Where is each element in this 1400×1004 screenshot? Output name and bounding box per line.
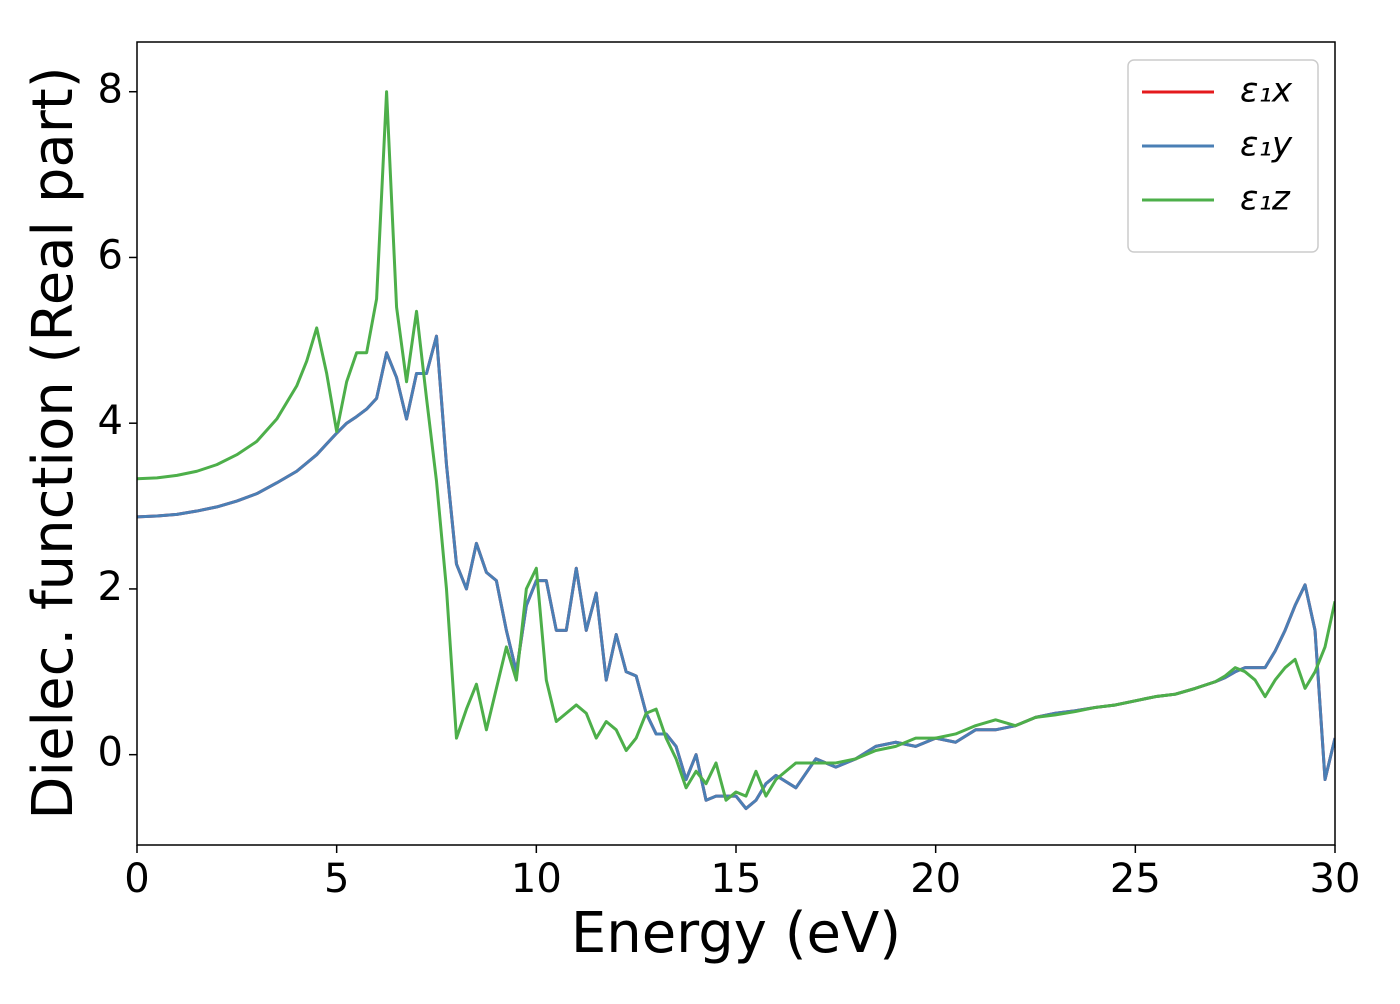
y-tick-label: 6 (98, 232, 123, 278)
x-tick-label: 5 (324, 856, 349, 902)
x-tick-label: 0 (124, 856, 149, 902)
y-axis-label: Dielec. function (Real part) (21, 66, 86, 819)
y-tick-label: 8 (98, 67, 123, 113)
legend-label: ε₁x (1240, 71, 1293, 111)
x-tick-label: 25 (1110, 856, 1161, 902)
y-tick-label: 0 (98, 730, 123, 776)
x-tick-label: 30 (1310, 856, 1361, 902)
plot-frame (136, 41, 1336, 846)
x-tick-label: 15 (711, 856, 762, 902)
y-tick-label: 4 (98, 398, 123, 444)
legend-box (1127, 59, 1319, 253)
data-line (137, 90, 1335, 802)
x-axis-label: Energy (eV) (571, 901, 901, 966)
y-tick-label: 2 (98, 564, 123, 610)
x-tick-label: 20 (910, 856, 961, 902)
legend-label: ε₁z (1240, 179, 1291, 219)
legend-label: ε₁y (1240, 125, 1293, 165)
x-tick-label: 10 (511, 856, 562, 902)
